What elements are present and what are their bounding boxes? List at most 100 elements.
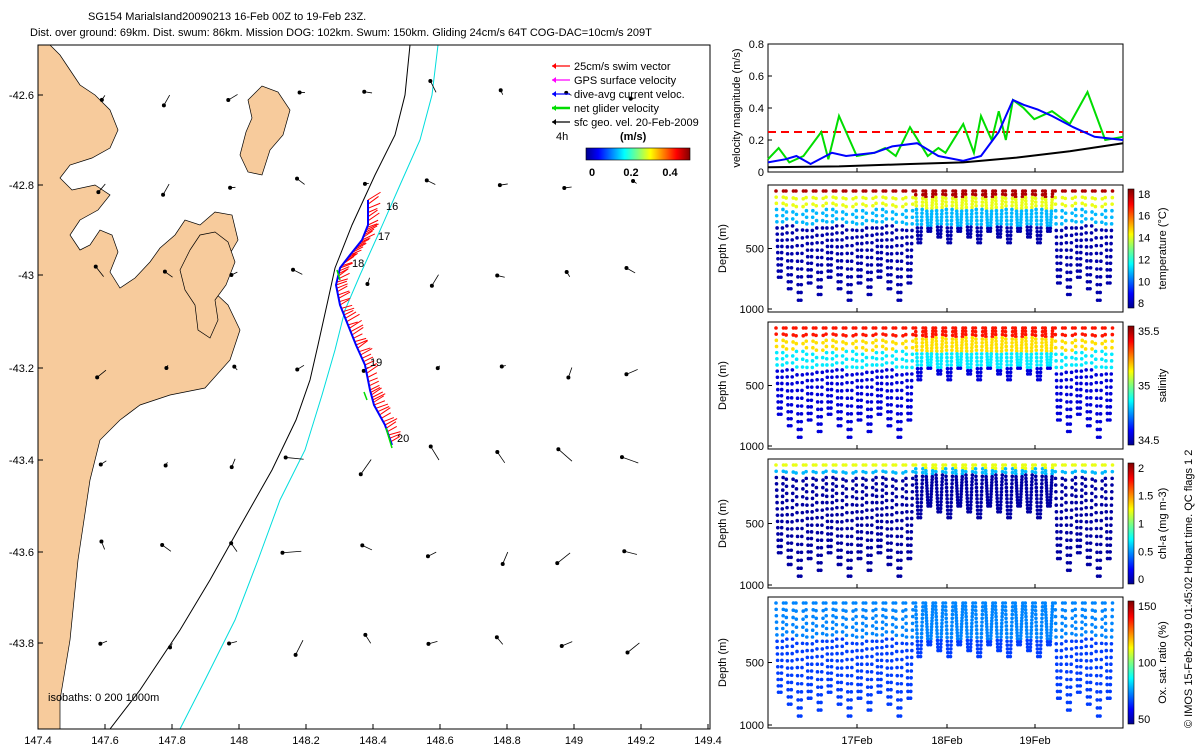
profile-sample <box>989 630 993 635</box>
swim-vector <box>367 202 381 209</box>
profile-sample <box>1000 202 1004 206</box>
net-velocity-track <box>336 269 393 449</box>
profile-sample <box>1005 635 1009 640</box>
colorbar-tick-label: 150 <box>1138 601 1156 613</box>
profile-sample <box>1109 662 1113 666</box>
profile-sample <box>916 374 920 378</box>
profile-sample <box>1079 525 1083 530</box>
profile-sample <box>905 530 910 534</box>
profile-sample <box>948 377 953 382</box>
profile-sample <box>1088 534 1093 538</box>
profile-sample <box>1003 470 1008 475</box>
profile-sample <box>1029 355 1033 360</box>
profile-sample <box>835 673 840 678</box>
profile-sample <box>1110 345 1114 350</box>
profile-sample <box>830 238 834 243</box>
profile-sample <box>1090 470 1095 474</box>
profile-sample <box>930 471 935 476</box>
profile-sample <box>900 641 905 646</box>
profile-sample <box>785 224 789 228</box>
profile-sample <box>821 624 825 628</box>
profile-sample <box>950 329 955 334</box>
profile-sample <box>854 483 859 487</box>
profile-sample <box>820 515 824 520</box>
profile-sample <box>840 375 844 379</box>
profile-sample <box>998 648 1003 653</box>
profile-sample <box>919 359 924 364</box>
profile-sample <box>1075 664 1079 669</box>
profile-sample <box>841 196 845 200</box>
profile-sample <box>1053 483 1058 487</box>
profile-sample <box>855 530 860 534</box>
profile-sample <box>1033 192 1038 197</box>
profile-sample <box>1048 633 1053 638</box>
profile-sample <box>1089 527 1093 531</box>
profile-sample <box>1048 363 1053 368</box>
profile-sample <box>903 601 908 605</box>
profile-sample <box>1100 197 1105 201</box>
profile-sample <box>854 208 859 213</box>
profile-sample <box>948 374 953 378</box>
profile-sample <box>871 601 876 605</box>
profile-sample <box>844 204 848 209</box>
profile-sample <box>915 222 919 227</box>
profile-sample <box>864 608 868 613</box>
profile-sample <box>1058 536 1063 541</box>
profile-sample <box>981 601 985 605</box>
profile-sample <box>955 360 960 365</box>
profile-sample <box>1093 601 1097 605</box>
profile-sample <box>899 526 904 531</box>
colorbar-tick-1: 0.2 <box>623 167 638 179</box>
profile-sample <box>953 326 958 330</box>
profile-sample <box>834 354 839 358</box>
profile-sample <box>814 485 819 490</box>
profile-sample <box>949 489 954 494</box>
profile-sample <box>1109 228 1114 233</box>
profile-sample <box>829 381 834 386</box>
profile-sample <box>940 621 944 626</box>
profile-sample <box>1104 222 1108 226</box>
profile-sample <box>954 619 959 623</box>
profile-sample <box>1064 654 1069 659</box>
profile-sample <box>885 512 889 517</box>
profile-sample <box>924 477 929 482</box>
profile-sample <box>1093 609 1098 613</box>
profile-sample <box>873 326 878 330</box>
profile-sample <box>993 195 998 200</box>
profile-sample <box>1014 334 1018 339</box>
profile-sample <box>1028 365 1033 370</box>
profile-sample <box>990 334 995 339</box>
geo-arrowhead <box>631 178 636 183</box>
geo-arrowhead <box>625 650 630 655</box>
profile-sample <box>894 220 899 225</box>
profile-sample <box>804 339 809 343</box>
profile-sample <box>884 368 889 372</box>
profile-sample <box>939 365 943 370</box>
profile-sample <box>944 620 949 624</box>
profile-sample <box>819 277 824 282</box>
profile-sample <box>975 229 980 234</box>
geo-arrowhead <box>622 549 627 554</box>
profile-sample <box>775 519 780 524</box>
profile-sample <box>824 482 829 486</box>
profile-sample <box>989 627 994 632</box>
profile-sample <box>954 343 959 348</box>
profile-sample <box>924 206 929 211</box>
profile-sample <box>814 218 819 223</box>
profile-sample <box>930 607 935 611</box>
profile-sample <box>835 666 840 670</box>
profile-sample <box>985 633 990 638</box>
profile-sample <box>854 476 858 481</box>
profile-sample <box>994 486 999 491</box>
profile-sample <box>1079 645 1084 650</box>
profile-sample <box>1060 469 1065 474</box>
profile-sample <box>819 700 823 705</box>
profile-sample <box>1083 622 1088 627</box>
profile-sample <box>1088 259 1093 263</box>
profile-sample <box>1084 245 1089 249</box>
profile-sample <box>901 326 905 330</box>
profile-sample <box>775 220 779 224</box>
profile-sample <box>815 385 820 389</box>
profile-sample <box>965 355 969 360</box>
